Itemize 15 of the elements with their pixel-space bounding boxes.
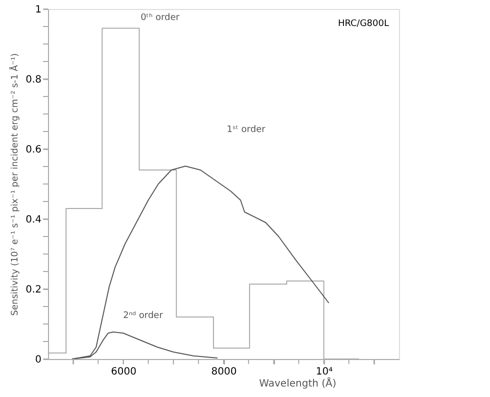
y-tick-label: 0.2 <box>26 284 42 296</box>
y-tick-label: 0.8 <box>26 74 42 86</box>
y-tick-label: 0.6 <box>26 144 42 156</box>
y-tick-label: 0 <box>35 354 42 366</box>
annotation: HRC/G800L <box>338 19 389 29</box>
x-axis-title: Wavelength (Å) <box>259 376 336 390</box>
annotation: 2ⁿᵈ order <box>123 311 164 321</box>
x-tick-label: 8000 <box>211 366 237 378</box>
y-axis-title: Sensitivity (10⁷ e⁻¹ s⁻¹ pix⁻¹ per incident erg cm⁻² s-1 Å⁻¹) <box>8 53 21 316</box>
x-tick-label: 6000 <box>110 366 136 378</box>
annotation: 1ˢᵗ order <box>226 125 266 135</box>
y-tick-label: 0.4 <box>26 214 42 226</box>
annotation: 0ᵗʰ order <box>140 13 180 23</box>
x-tick-label: 10⁴ <box>316 366 333 378</box>
y-tick-label: 1 <box>35 4 42 16</box>
